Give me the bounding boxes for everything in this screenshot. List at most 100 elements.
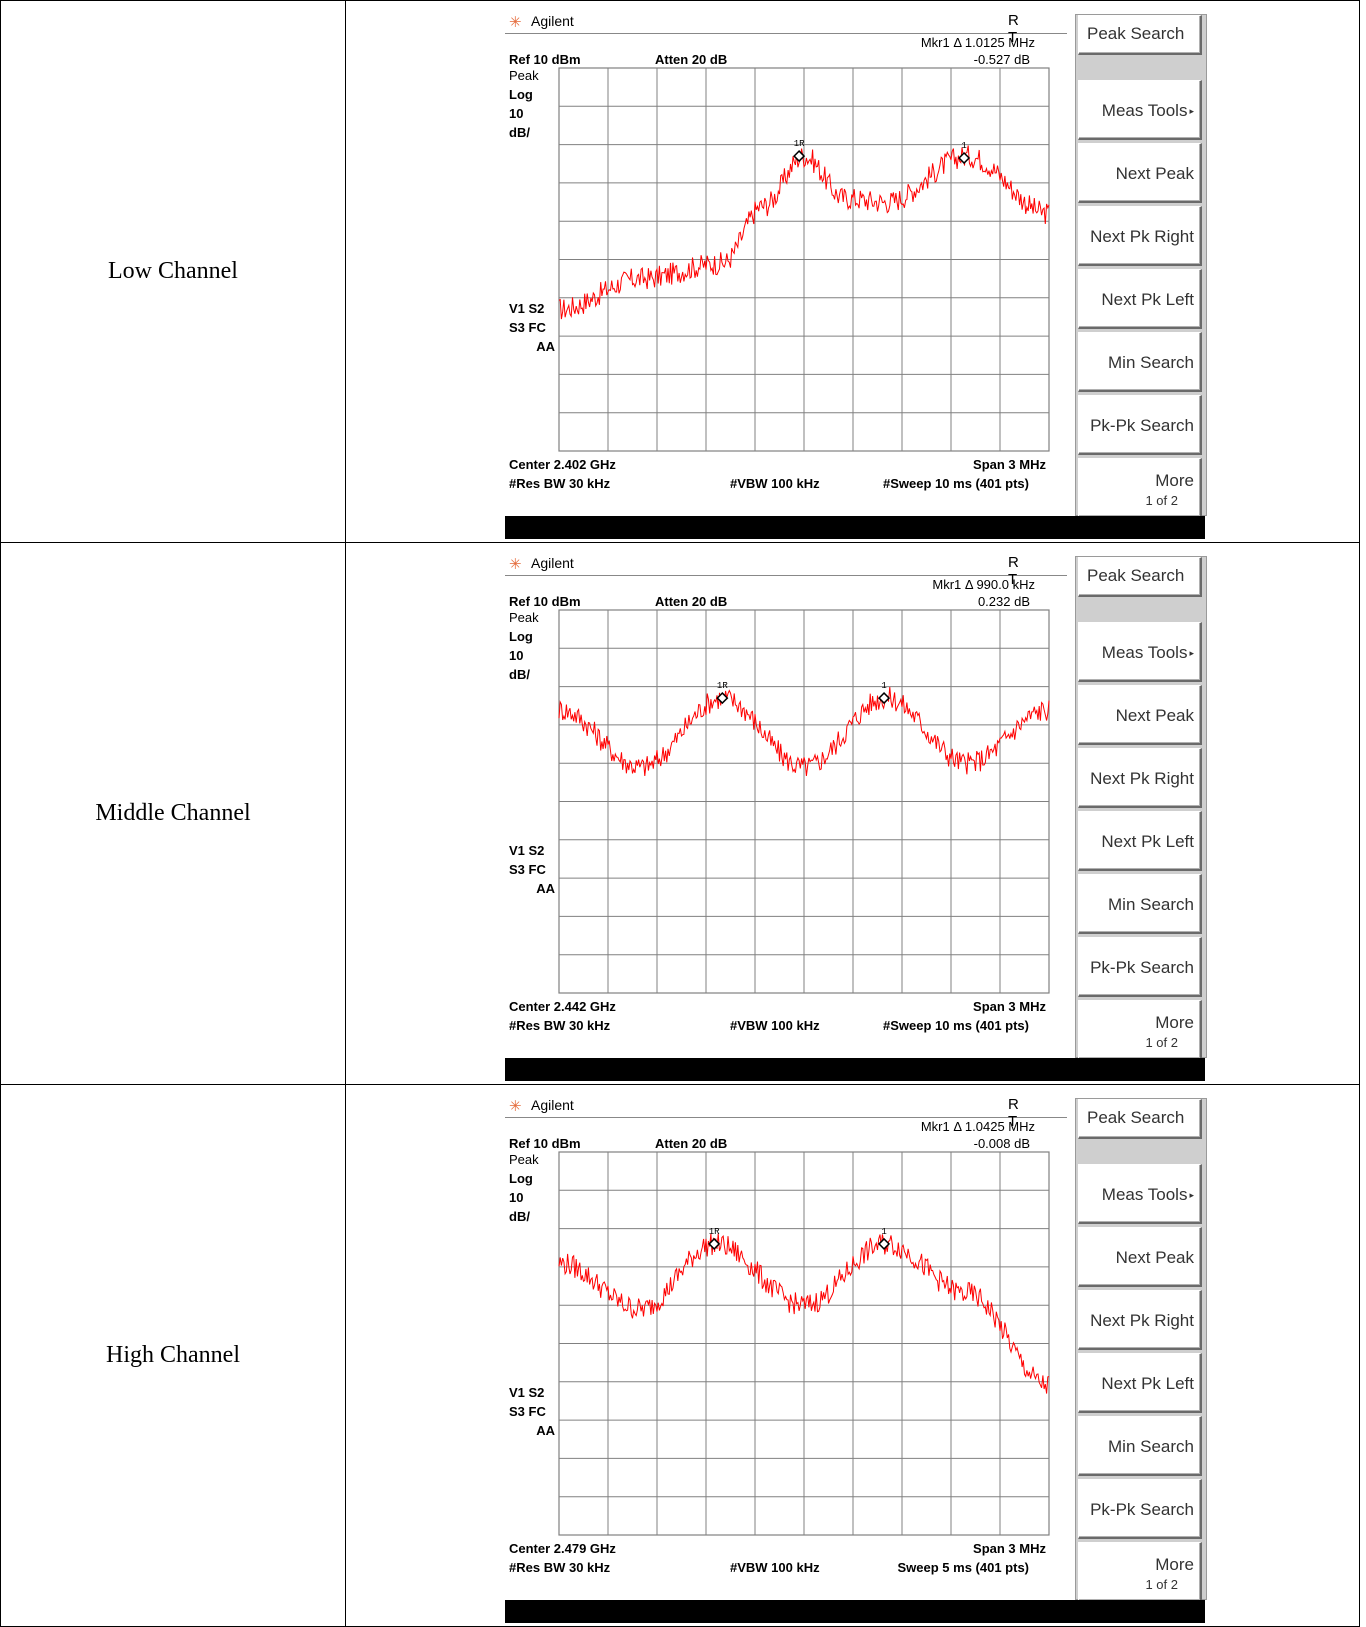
marker-diamond — [716, 692, 729, 705]
ref-level: Ref 10 dBm — [509, 52, 581, 67]
pk-pk-search-button[interactable]: Pk-Pk Search — [1078, 395, 1202, 455]
min-search-button[interactable]: Min Search — [1078, 1416, 1202, 1476]
submenu-arrow-icon: ▸ — [1189, 1190, 1194, 1201]
row-label: High Channel — [0, 1084, 346, 1627]
detector-label: Peak — [509, 1152, 539, 1167]
softkey-label: Next Peak — [1115, 1248, 1194, 1267]
softkey-label: Peak Search — [1087, 566, 1185, 585]
agilent-logo-icon: ✳ — [509, 1098, 522, 1115]
spectrum-analyzer: ✳ Agilent R T Mkr1 Δ 1.0125 MHz -0.527 dB Ref… — [505, 11, 1207, 539]
next-pk-left-button[interactable]: Next Pk Left — [1078, 1353, 1202, 1413]
marker-readout: Mkr1 Δ 1.0125 MHz — [921, 35, 1035, 50]
softkey-label: Meas Tools — [1101, 643, 1188, 662]
analyzer-screenshot: ✳ Agilent R T Mkr1 Δ 1.0425 MHz -0.008 dB Ref… — [345, 1084, 1360, 1627]
pk-pk-search-button[interactable]: Pk-Pk Search — [1078, 937, 1202, 997]
meas-tools-button[interactable]: Meas Tools ▸ — [1078, 1164, 1202, 1224]
softkey-label: Min Search — [1108, 895, 1194, 914]
marker-label: 1 — [961, 141, 966, 151]
next-peak-button[interactable]: Next Peak — [1078, 1227, 1202, 1287]
title-bar: ✳ Agilent R T — [505, 11, 1067, 46]
page-indicator: 1 of 2 — [1145, 1035, 1178, 1050]
pk-pk-search-button[interactable]: Pk-Pk Search — [1078, 1479, 1202, 1539]
softkey-label: More — [1155, 1555, 1194, 1574]
table-row: High Channel ✳ Agilent R T Mkr1 Δ 1.0425 MH… — [0, 1084, 1360, 1627]
rt-indicator: R T — [1008, 1096, 1032, 1130]
trace-flags: V1 S2 — [509, 301, 544, 316]
analyzer-screenshot: ✳ Agilent R T Mkr1 Δ 990.0 kHz 0.232 dB Ref 1… — [345, 542, 1360, 1085]
marker-readout: Mkr1 Δ 990.0 kHz — [932, 577, 1035, 592]
center-frequency: Center 2.479 GHz — [509, 1541, 616, 1556]
page-indicator: 1 of 2 — [1145, 1577, 1178, 1592]
softkey-label: Peak Search — [1087, 24, 1185, 43]
trace-flags: AA — [536, 881, 555, 896]
spectrum-plot: Mkr1 Δ 1.0425 MHz -0.008 dB Ref 10 dBm Atte… — [509, 1119, 1050, 1575]
softkey-label: Pk-Pk Search — [1090, 1500, 1194, 1519]
min-search-button[interactable]: Min Search — [1078, 874, 1202, 934]
agilent-logo-icon: ✳ — [509, 14, 522, 31]
marker-label: 1R — [794, 139, 805, 149]
softkey-label: Next Pk Right — [1090, 769, 1194, 788]
status-bar — [505, 516, 1205, 539]
video-bandwidth: #VBW 100 kHz — [730, 1018, 820, 1033]
spectrum-trace — [558, 1233, 1050, 1394]
sweep-time: Sweep 5 ms (401 pts) — [898, 1560, 1030, 1575]
table-row: Middle Channel ✳ Agilent R T Mkr1 Δ 990.0 k… — [0, 542, 1360, 1085]
next-pk-left-button[interactable]: Next Pk Left — [1078, 269, 1202, 329]
trace-flags: AA — [536, 339, 555, 354]
trace-flags: S3 FC — [509, 862, 546, 877]
scale-type: Log — [509, 629, 533, 644]
scale-unit: dB/ — [509, 1209, 530, 1224]
center-frequency: Center 2.402 GHz — [509, 457, 616, 472]
marker-delta-value: 0.232 dB — [978, 594, 1030, 609]
more-button[interactable]: More 1 of 2 — [1078, 458, 1202, 518]
next-peak-button[interactable]: Next Peak — [1078, 685, 1202, 745]
softkey-label: Next Pk Left — [1101, 290, 1194, 309]
scale-unit: dB/ — [509, 667, 530, 682]
softkey-label: Next Pk Left — [1101, 832, 1194, 851]
detector-label: Peak — [509, 68, 539, 83]
softkey-label: Pk-Pk Search — [1090, 958, 1194, 977]
video-bandwidth: #VBW 100 kHz — [730, 1560, 820, 1575]
next-peak-button[interactable]: Next Peak — [1078, 143, 1202, 203]
scale-type: Log — [509, 1171, 533, 1186]
sweep-time: #Sweep 10 ms (401 pts) — [883, 476, 1029, 491]
agilent-logo-icon: ✳ — [509, 556, 522, 573]
attenuation: Atten 20 dB — [655, 52, 727, 67]
brand-label: Agilent — [531, 555, 574, 571]
meas-tools-button[interactable]: Meas Tools ▸ — [1078, 622, 1202, 682]
scale-value: 10 — [509, 1190, 523, 1205]
scale-unit: dB/ — [509, 125, 530, 140]
marker-readout: Mkr1 Δ 1.0425 MHz — [921, 1119, 1035, 1134]
next-pk-left-button[interactable]: Next Pk Left — [1078, 811, 1202, 871]
peak-search-button[interactable]: Peak Search — [1078, 15, 1202, 55]
marker-diamond — [793, 150, 806, 163]
softkey-panel: Peak Search Meas Tools ▸ Next Peak Next Pk R… — [1075, 14, 1207, 518]
sweep-time: #Sweep 10 ms (401 pts) — [883, 1018, 1029, 1033]
more-button[interactable]: More 1 of 2 — [1078, 1542, 1202, 1602]
next-pk-right-button[interactable]: Next Pk Right — [1078, 748, 1202, 808]
submenu-arrow-icon: ▸ — [1189, 648, 1194, 659]
softkey-label: Meas Tools — [1101, 1185, 1188, 1204]
softkey-label: Next Pk Left — [1101, 1374, 1194, 1393]
min-search-button[interactable]: Min Search — [1078, 332, 1202, 392]
attenuation: Atten 20 dB — [655, 1136, 727, 1151]
spectrum-analyzer: ✳ Agilent R T Mkr1 Δ 990.0 kHz 0.232 dB Ref 1… — [505, 553, 1207, 1081]
meas-tools-button[interactable]: Meas Tools ▸ — [1078, 80, 1202, 140]
marker-diamond — [708, 1237, 721, 1250]
row-label: Middle Channel — [0, 542, 346, 1085]
detector-label: Peak — [509, 610, 539, 625]
span-readout: Span 3 MHz — [973, 999, 1046, 1014]
peak-search-button[interactable]: Peak Search — [1078, 557, 1202, 597]
next-pk-right-button[interactable]: Next Pk Right — [1078, 206, 1202, 266]
video-bandwidth: #VBW 100 kHz — [730, 476, 820, 491]
next-pk-right-button[interactable]: Next Pk Right — [1078, 1290, 1202, 1350]
softkey-label: Next Peak — [1115, 164, 1194, 183]
peak-search-button[interactable]: Peak Search — [1078, 1099, 1202, 1139]
spectrum-trace — [558, 687, 1050, 777]
spectrum-plot: Mkr1 Δ 990.0 kHz 0.232 dB Ref 10 dBm Atten … — [509, 577, 1050, 1033]
more-button[interactable]: More 1 of 2 — [1078, 1000, 1202, 1060]
page-indicator: 1 of 2 — [1145, 493, 1178, 508]
softkey-panel: Peak Search Meas Tools ▸ Next Peak Next Pk R… — [1075, 1098, 1207, 1602]
marker-diamond — [958, 151, 971, 165]
